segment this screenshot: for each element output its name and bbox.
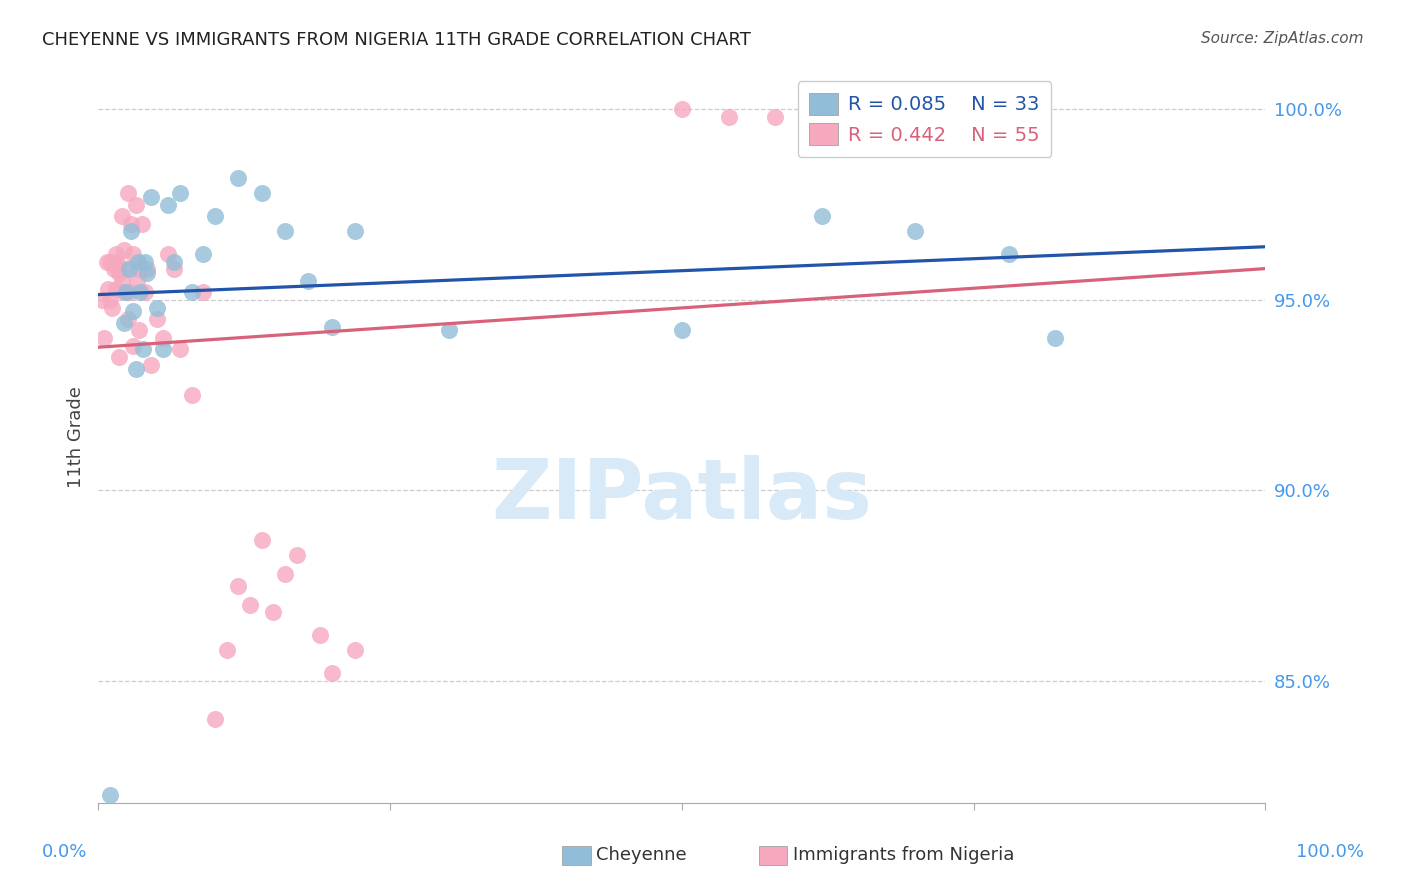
Point <box>134 285 156 300</box>
Point <box>125 361 148 376</box>
Point <box>112 316 135 330</box>
Point <box>118 262 141 277</box>
Point <box>180 285 202 300</box>
Point <box>344 643 367 657</box>
Point <box>146 301 169 315</box>
Point <box>127 255 149 269</box>
Point <box>671 103 693 117</box>
Point <box>112 244 135 258</box>
Point <box>128 323 150 337</box>
Text: ZIPatlas: ZIPatlas <box>492 455 872 536</box>
Point <box>118 285 141 300</box>
Point <box>163 262 186 277</box>
Point <box>1045 331 1067 345</box>
Point <box>139 190 162 204</box>
Point <box>108 350 131 364</box>
Point <box>152 343 174 357</box>
Point <box>96 255 118 269</box>
Point <box>309 628 332 642</box>
Point <box>274 224 297 238</box>
Point <box>811 209 834 223</box>
Point <box>93 331 115 345</box>
Text: Cheyenne: Cheyenne <box>596 847 686 864</box>
Legend: R = 0.085    N = 33, R = 0.442    N = 55: R = 0.085 N = 33, R = 0.442 N = 55 <box>797 81 1052 157</box>
Point <box>215 643 238 657</box>
Point <box>115 285 138 300</box>
Point <box>114 262 136 277</box>
Point <box>122 339 145 353</box>
Point <box>146 312 169 326</box>
Point <box>104 247 127 261</box>
Point <box>193 285 215 300</box>
Point <box>228 171 250 186</box>
Point <box>717 110 740 124</box>
Point <box>111 209 134 223</box>
Point <box>111 274 134 288</box>
Point <box>285 548 308 562</box>
Point <box>157 197 180 211</box>
Point <box>117 312 139 326</box>
Point <box>108 266 131 280</box>
Point <box>274 567 297 582</box>
Point <box>204 712 226 726</box>
Point <box>97 281 120 295</box>
Point <box>131 217 153 231</box>
Point <box>846 118 869 132</box>
Point <box>250 533 273 547</box>
Point <box>193 247 215 261</box>
Point <box>122 247 145 261</box>
Point <box>98 788 121 802</box>
Point <box>239 598 262 612</box>
Point <box>262 605 284 619</box>
Point <box>112 285 135 300</box>
Point <box>152 331 174 345</box>
Point <box>250 186 273 201</box>
Point <box>136 266 159 280</box>
Point <box>437 323 460 337</box>
Point <box>98 293 121 307</box>
Point <box>120 217 142 231</box>
Point <box>122 304 145 318</box>
Point <box>157 247 180 261</box>
Point <box>344 224 367 238</box>
Text: 100.0%: 100.0% <box>1296 843 1364 861</box>
Point <box>120 224 142 238</box>
Point <box>163 255 186 269</box>
Text: 0.0%: 0.0% <box>42 843 87 861</box>
Point <box>904 224 927 238</box>
Point <box>139 358 162 372</box>
Point <box>105 255 128 269</box>
Point <box>98 255 121 269</box>
Point <box>321 666 343 681</box>
Point <box>125 274 148 288</box>
Text: Immigrants from Nigeria: Immigrants from Nigeria <box>793 847 1014 864</box>
Point <box>671 323 693 337</box>
Point <box>90 293 112 307</box>
Point <box>204 209 226 223</box>
Point <box>103 262 125 277</box>
Point <box>129 285 152 300</box>
Point <box>134 255 156 269</box>
Point <box>997 247 1019 261</box>
Point <box>132 343 155 357</box>
Point <box>107 262 129 277</box>
Text: Source: ZipAtlas.com: Source: ZipAtlas.com <box>1201 31 1364 46</box>
Point <box>763 110 786 124</box>
Point <box>125 197 148 211</box>
Point <box>297 274 319 288</box>
Y-axis label: 11th Grade: 11th Grade <box>66 386 84 488</box>
Point <box>169 186 191 201</box>
Point <box>101 301 124 315</box>
Point <box>136 262 159 277</box>
Point <box>117 186 139 201</box>
Point <box>180 388 202 402</box>
Point <box>321 319 343 334</box>
Point <box>228 579 250 593</box>
Point <box>104 281 127 295</box>
Point <box>169 343 191 357</box>
Text: CHEYENNE VS IMMIGRANTS FROM NIGERIA 11TH GRADE CORRELATION CHART: CHEYENNE VS IMMIGRANTS FROM NIGERIA 11TH… <box>42 31 751 49</box>
Point <box>128 262 150 277</box>
